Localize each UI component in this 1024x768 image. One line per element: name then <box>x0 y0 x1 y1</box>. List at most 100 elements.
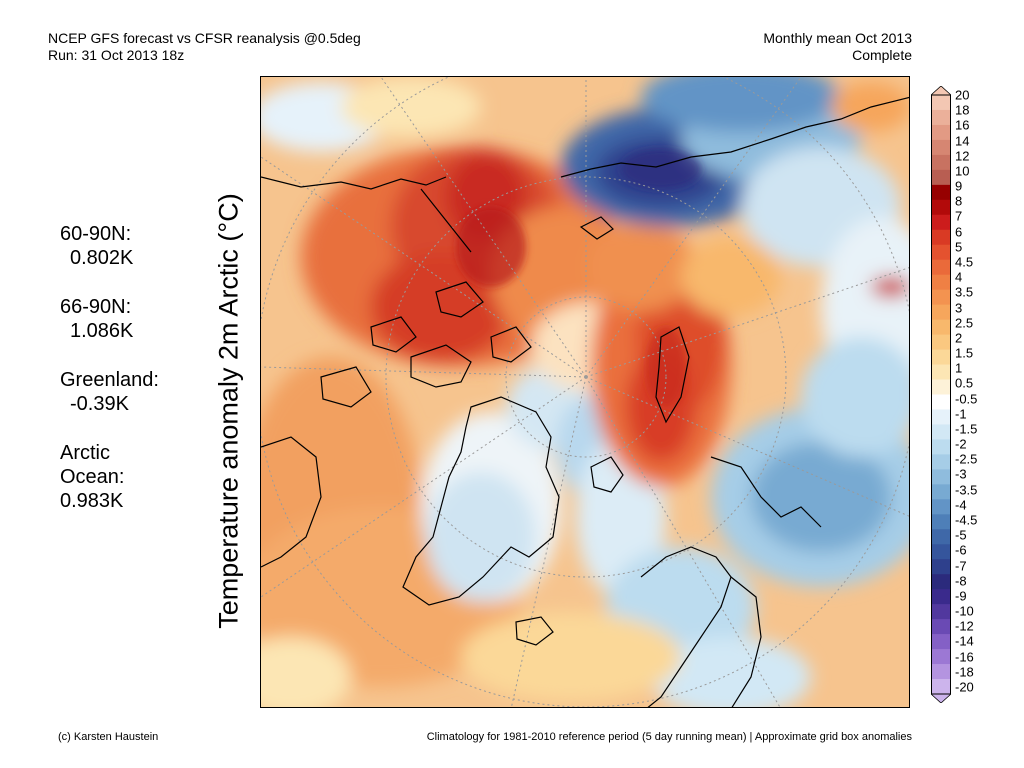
colorbar-swatch <box>931 484 951 500</box>
novaya-zemlya <box>655 326 690 424</box>
colorbar-swatch <box>931 424 951 440</box>
colorbar-tick-label: 16 <box>955 117 970 133</box>
colorbar-tick-label: -7 <box>955 558 967 574</box>
stat-greenland: Greenland: -0.39K <box>60 368 159 416</box>
colorbar <box>931 86 951 703</box>
coastlines <box>261 96 909 707</box>
model-title: NCEP GFS forecast vs CFSR reanalysis @0.… <box>48 30 361 46</box>
climatology-note: Climatology for 1981-2010 reference peri… <box>426 731 912 743</box>
scandinavia-coast <box>640 546 732 707</box>
colorbar-tick-label: 5 <box>955 239 963 255</box>
colorbar-swatch <box>931 95 951 111</box>
colorbar-swatch <box>931 439 951 455</box>
colorbar-swatch <box>931 394 951 410</box>
colorbar-tick-label: 3.5 <box>955 284 974 300</box>
colorbar-tick-label: 1 <box>955 360 963 376</box>
stat-label: Arctic Ocean: <box>60 442 125 488</box>
colorbar-tick-label: -14 <box>955 633 974 649</box>
colorbar-tick-label: 1.5 <box>955 345 974 361</box>
colorbar-swatch <box>931 619 951 635</box>
colorbar-tick-label: 12 <box>955 148 970 164</box>
colorbar-tick-label: -1 <box>955 406 967 422</box>
colorbar-tick-label: 10 <box>955 163 970 179</box>
map-panel <box>260 76 910 708</box>
colorbar-swatch <box>931 514 951 530</box>
colorbar-tick-label: 0.5 <box>955 375 974 391</box>
colorbar-swatch <box>931 529 951 545</box>
header-right: Monthly mean Oct 2013 Complete <box>763 30 912 64</box>
colorbar-tick-label: 9 <box>955 178 963 194</box>
colorbar-tick-label: -2.5 <box>955 451 978 467</box>
colorbar-swatch <box>931 499 951 515</box>
y-axis-label: Temperature anomaly 2m Arctic (°C) <box>213 193 244 629</box>
colorbar-tick-label: -3 <box>955 466 967 482</box>
colorbar-swatch <box>931 634 951 650</box>
colorbar-swatch <box>931 169 951 186</box>
stat-value: 0.802K <box>70 247 134 269</box>
run-time: Run: 31 Oct 2013 18z <box>48 47 185 63</box>
greenland-outline <box>402 396 560 606</box>
stat-label: 66-90N: <box>60 296 132 318</box>
colorbar-tick-label: -9 <box>955 588 967 604</box>
colorbar-swatch <box>931 154 951 171</box>
colorbar-swatch <box>931 199 951 216</box>
colorbar-tick-label: -8 <box>955 573 967 589</box>
colorbar-tick-label: 8 <box>955 193 963 209</box>
colorbar-swatch <box>931 214 951 231</box>
colorbar-swatch <box>931 469 951 485</box>
stat-60-90n: 60-90N: 0.802K <box>60 222 159 270</box>
colorbar-tick-label: 2 <box>955 330 963 346</box>
colorbar-swatch <box>931 259 951 276</box>
colorbar-swatch <box>931 109 951 126</box>
graticule <box>261 77 909 707</box>
colorbar-tick-label: -18 <box>955 664 974 680</box>
siberia-coast <box>560 96 909 178</box>
canadian-islands <box>410 344 472 388</box>
colorbar-swatch <box>931 244 951 261</box>
alaska-coast <box>261 176 447 190</box>
colorbar-swatch <box>931 574 951 590</box>
credit: (c) Karsten Haustein <box>58 731 159 743</box>
colorbar-tick-label: -4.5 <box>955 512 978 528</box>
svalbard <box>590 456 624 493</box>
colorbar-tick-label: 6 <box>955 224 963 240</box>
colorbar-swatch <box>931 589 951 605</box>
stat-value: 0.983K <box>60 490 124 512</box>
regional-stats: 60-90N: 0.802K 66-90N: 1.086K Greenland:… <box>60 222 159 538</box>
colorbar-swatch <box>931 184 951 201</box>
colorbar-tick-label: -6 <box>955 542 967 558</box>
hudson-bay-coast <box>261 436 322 568</box>
colorbar-swatch <box>931 559 951 575</box>
iceland <box>515 616 554 646</box>
colorbar-swatch <box>931 349 951 365</box>
colorbar-tick-label: 18 <box>955 102 970 118</box>
colorbar-tick-label: -0.5 <box>955 391 978 407</box>
colorbar-tick-label: 14 <box>955 133 970 149</box>
colorbar-swatch <box>931 334 951 350</box>
colorbar-top-arrow <box>931 86 951 96</box>
stat-label: 60-90N: <box>60 223 132 245</box>
colorbar-swatch <box>931 679 951 695</box>
colorbar-tick-label: 7 <box>955 208 963 224</box>
colorbar-swatch <box>931 274 951 291</box>
colorbar-tick-label: -3.5 <box>955 482 978 498</box>
colorbar-tick-label: 4 <box>955 269 963 285</box>
colorbar-swatch <box>931 544 951 560</box>
stat-label: Greenland: <box>60 369 159 391</box>
colorbar-tick-label: -1.5 <box>955 421 978 437</box>
colorbar-labels: 20 18 16 14 12 10 9 8 7 6 5 4.5 4 3.5 3 2.5 2 1.5 1 0.5 -0.5… <box>955 89 1015 694</box>
colorbar-bottom-arrow <box>931 693 951 703</box>
colorbar-tick-label: -12 <box>955 618 974 634</box>
colorbar-tick-label: -4 <box>955 497 967 513</box>
colorbar-tick-label: 4.5 <box>955 254 974 270</box>
colorbar-swatch <box>931 649 951 665</box>
colorbar-swatch <box>931 124 951 141</box>
colorbar-swatch <box>931 454 951 470</box>
colorbar-swatch <box>931 409 951 425</box>
colorbar-swatch <box>931 139 951 156</box>
completeness-status: Complete <box>852 47 912 63</box>
anomaly-map <box>261 77 909 707</box>
colorbar-swatch <box>931 304 951 321</box>
stat-arctic-ocean: Arctic Ocean: 0.983K <box>60 441 159 513</box>
colorbar-tick-label: -5 <box>955 527 967 543</box>
